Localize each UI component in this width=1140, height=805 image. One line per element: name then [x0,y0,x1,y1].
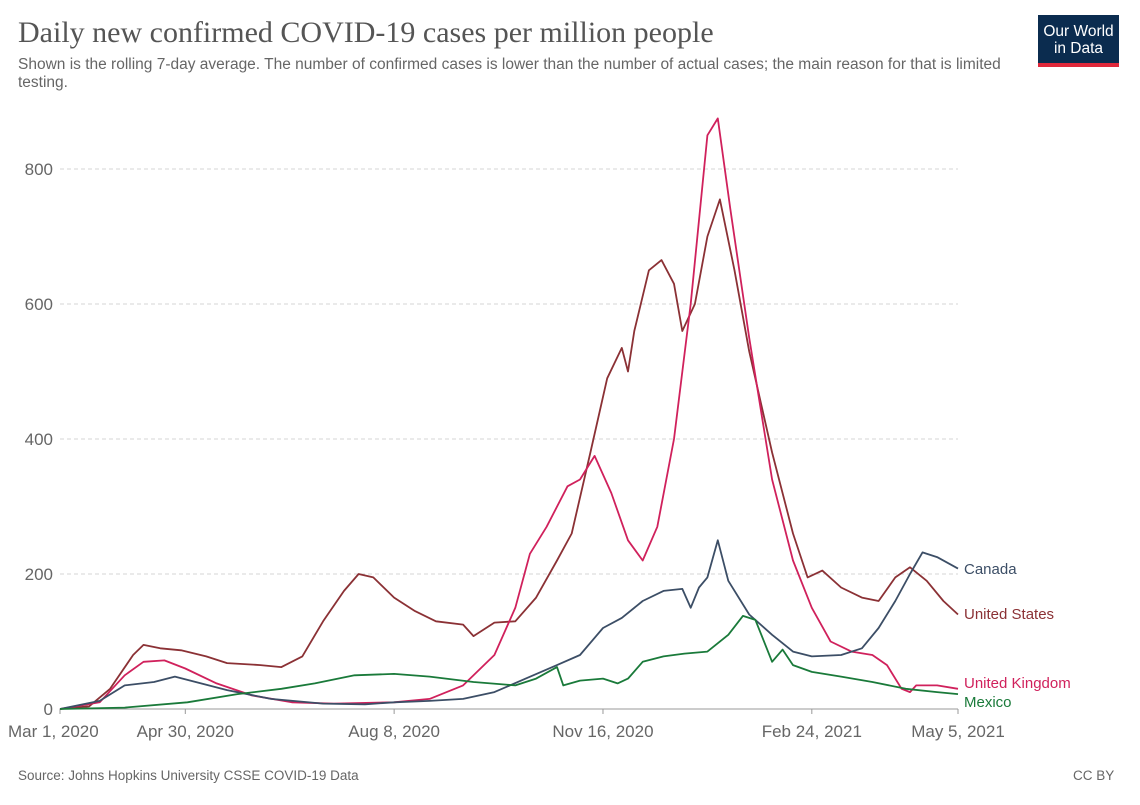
series-line-united-kingdom [59,117,959,710]
x-tick-label: Apr 30, 2020 [137,722,234,741]
y-tick-label: 0 [44,700,53,719]
x-axis: Mar 1, 2020 Apr 30, 2020 Aug 8, 2020 Nov 16… [8,708,1005,741]
series-label-mexico: Mexico [964,694,1012,711]
x-tick-label: May 5, 2021 [911,722,1005,741]
owid-logo[interactable]: Our World in Data [1038,15,1119,67]
x-tick-label: Feb 24, 2021 [762,722,862,741]
source-note: Source: Johns Hopkins University CSSE CO… [18,768,359,783]
y-tick-label: 800 [25,160,53,179]
series-line-mexico [59,615,959,710]
logo-line-1: Our World [1043,23,1114,40]
series-line-united-states [59,198,959,710]
logo-line-2: in Data [1053,40,1104,57]
x-tick-label: Aug 8, 2020 [348,722,440,741]
series-label-united-states: United States [964,606,1054,623]
series-labels: United States United Kingdom Canada Mexico [964,561,1071,711]
y-tick-label: 200 [25,565,53,584]
chart-title: Daily new confirmed COVID-19 cases per m… [18,16,714,49]
series-label-united-kingdom: United Kingdom [964,675,1071,692]
series-label-canada: Canada [964,561,1017,578]
grid-lines [60,168,958,575]
chart-subtitle: Shown is the rolling 7-day average. The … [18,56,1001,91]
y-tick-label: 600 [25,295,53,314]
series-line-canada [59,539,959,710]
x-tick-label: Nov 16, 2020 [552,722,653,741]
x-tick-label: Mar 1, 2020 [8,722,99,741]
license-link[interactable]: CC BY [1073,768,1115,783]
y-axis: 0 200 400 600 800 [25,160,53,719]
series-lines [59,117,959,710]
y-tick-label: 400 [25,430,53,449]
